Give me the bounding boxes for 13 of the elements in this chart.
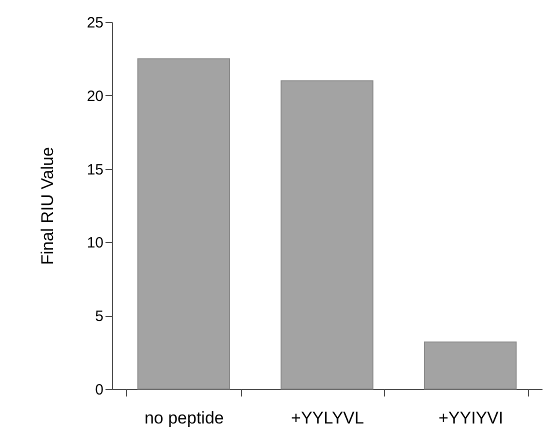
x-tick-label: +YYLYVL: [291, 408, 364, 428]
y-tick-label: 25: [86, 14, 104, 32]
bar: [280, 80, 374, 390]
y-tick-label: 20: [86, 88, 104, 105]
y-tick-label: 10: [86, 234, 104, 252]
x-tick-label: +YYIYVI: [438, 408, 504, 428]
bar: [424, 342, 517, 390]
y-tick-label: 0: [95, 382, 104, 398]
bar: [137, 58, 230, 390]
y-axis-title: Final RIU Value: [38, 147, 57, 265]
y-tick-label: 15: [86, 161, 104, 178]
y-tick-label: 5: [95, 308, 104, 326]
x-tick-label: no peptide: [144, 408, 224, 428]
